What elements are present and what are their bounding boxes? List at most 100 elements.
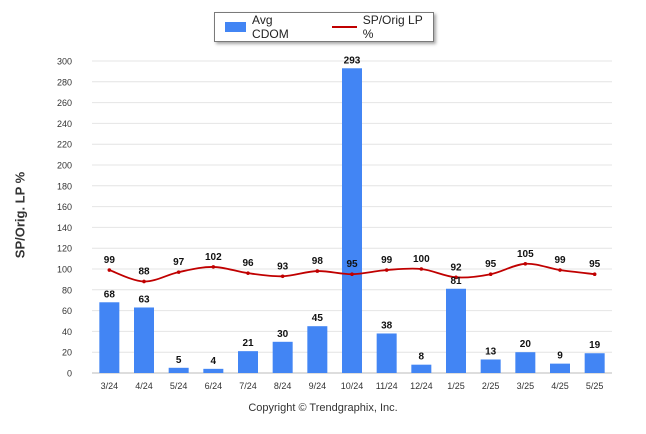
line-point-sp-orig-lp: [315, 269, 320, 273]
line-point-sp-orig-lp: [142, 279, 146, 284]
x-tick-label: 4/25: [551, 381, 569, 391]
x-tick-label: 2/25: [482, 381, 500, 391]
bar-avg-cdom: [480, 359, 501, 373]
bar-avg-cdom: [99, 302, 120, 373]
x-tick-label: 7/24: [239, 381, 257, 391]
y-tick-label: 140: [57, 223, 72, 233]
line-point-sp-orig-lp: [558, 268, 562, 272]
line-point-sp-orig-lp: [419, 267, 424, 271]
line-point-sp-orig-lp: [523, 262, 528, 266]
bar-avg-cdom: [342, 68, 362, 373]
x-tick-label: 12/24: [410, 381, 433, 391]
line-point-sp-orig-lp: [280, 274, 285, 279]
bar-avg-cdom: [203, 368, 224, 373]
y-tick-label: 100: [57, 265, 72, 275]
bar-data-label: 30: [277, 329, 289, 340]
bar-avg-cdom: [272, 341, 293, 373]
bar-data-label: 13: [485, 346, 497, 357]
bar-data-label: 21: [242, 338, 254, 349]
line-data-label: 88: [138, 266, 150, 277]
bar-data-label: 20: [520, 339, 532, 350]
x-tick-label: 3/25: [517, 381, 535, 391]
legend-item-avg-cdom: Avg CDOM: [225, 13, 310, 41]
line-data-label: 93: [277, 261, 289, 272]
y-tick-label: 80: [62, 285, 72, 295]
x-tick-label: 9/24: [309, 381, 327, 391]
line-point-sp-orig-lp: [454, 275, 458, 280]
y-tick-label: 160: [57, 202, 72, 212]
x-tick-label: 4/24: [135, 381, 153, 391]
y-tick-label: 260: [57, 98, 72, 108]
line-point-sp-orig-lp: [211, 265, 216, 269]
line-data-label: 92: [450, 262, 462, 273]
line-data-label: 96: [242, 258, 254, 269]
line-point-sp-orig-lp: [107, 268, 112, 272]
bar-avg-cdom: [515, 352, 536, 373]
line-point-sp-orig-lp: [246, 271, 250, 275]
bar-avg-cdom: [134, 307, 154, 373]
bar-data-label: 293: [344, 55, 361, 66]
bar-data-label: 19: [589, 340, 601, 351]
bar-avg-cdom: [584, 353, 605, 373]
copyright-credit: Copyright © Trendgraphix, Inc.: [248, 402, 398, 414]
y-tick-label: 180: [57, 181, 72, 191]
y-tick-label: 240: [57, 119, 72, 129]
legend-label-sp-orig-lp: SP/Orig LP %: [362, 13, 423, 41]
y-tick-label: 40: [62, 327, 72, 337]
line-data-label: 95: [589, 259, 601, 270]
line-point-sp-orig-lp: [384, 268, 389, 272]
line-point-sp-orig-lp: [488, 272, 493, 277]
bar-avg-cdom: [376, 333, 397, 373]
bar-avg-cdom: [411, 364, 432, 373]
line-data-label: 99: [381, 255, 393, 266]
x-tick-label: 6/24: [205, 381, 223, 391]
x-tick-label: 10/24: [341, 381, 364, 391]
bar-data-label: 38: [381, 320, 393, 331]
x-tick-label: 8/24: [274, 381, 292, 391]
legend-label-avg-cdom: Avg CDOM: [252, 13, 289, 41]
bar-avg-cdom: [550, 363, 570, 373]
y-tick-label: 280: [57, 77, 72, 87]
line-point-sp-orig-lp: [592, 272, 597, 277]
line-data-label: 100: [413, 254, 430, 265]
line-data-label: 102: [205, 252, 222, 263]
line-data-label: 95: [485, 259, 497, 270]
bar-data-label: 4: [211, 356, 217, 367]
line-data-label: 105: [517, 249, 534, 260]
legend-bar-swatch: [225, 22, 247, 32]
line-data-label: 98: [312, 256, 324, 267]
bar-data-label: 8: [419, 352, 425, 363]
x-tick-label: 3/24: [101, 381, 119, 391]
bar-data-label: 9: [557, 351, 563, 362]
y-tick-label: 200: [57, 161, 72, 171]
line-point-sp-orig-lp: [176, 270, 181, 274]
y-tick-label: 60: [62, 306, 72, 316]
y-tick-label: 300: [57, 57, 72, 67]
x-tick-label: 11/24: [376, 381, 398, 391]
bar-avg-cdom: [168, 367, 189, 373]
bar-data-label: 63: [138, 294, 150, 305]
line-data-label: 97: [173, 257, 185, 268]
bar-avg-cdom: [238, 351, 258, 373]
bar-avg-cdom: [446, 288, 466, 373]
x-tick-label: 1/25: [447, 381, 465, 391]
bar-data-label: 45: [312, 313, 324, 324]
x-tick-label: 5/24: [170, 381, 188, 391]
y-tick-label: 20: [62, 348, 72, 358]
line-data-label: 95: [346, 259, 358, 270]
line-data-label: 99: [554, 255, 566, 266]
x-tick-label: 5/25: [586, 381, 604, 391]
y-tick-label: 0: [67, 369, 72, 379]
bar-data-label: 5: [176, 355, 182, 366]
bar-data-label: 81: [450, 276, 462, 287]
y-tick-label: 220: [57, 140, 72, 150]
y-tick-label: 120: [57, 244, 72, 254]
legend-line-swatch: [331, 26, 357, 28]
bar-avg-cdom: [307, 326, 328, 373]
legend: Avg CDOM SP/Orig LP %: [214, 12, 434, 42]
line-data-label: 99: [104, 255, 116, 266]
line-point-sp-orig-lp: [350, 272, 354, 277]
bar-data-label: 68: [104, 289, 116, 300]
